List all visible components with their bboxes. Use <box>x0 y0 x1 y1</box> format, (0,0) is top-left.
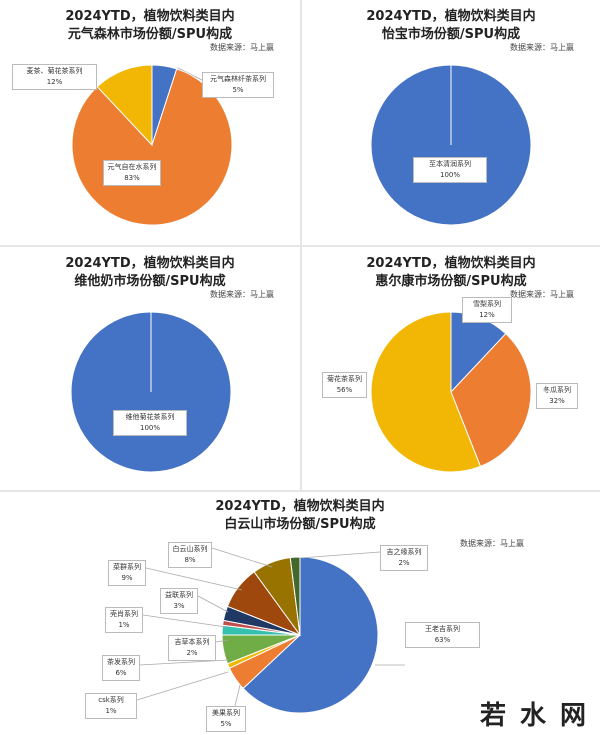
data-label-value: 63% <box>434 636 451 644</box>
chart-title-line: 元气森林市场份额/SPU构成 <box>67 27 233 42</box>
chart-title: 2024YTD，植物饮料类目内 元气森林市场份额/SPU构成 <box>0 8 300 44</box>
leader-line <box>299 551 381 559</box>
data-label-value: 100% <box>439 171 460 179</box>
leader-line <box>177 67 203 81</box>
data-label-value: 83% <box>124 174 140 182</box>
data-label-name: 至本清润系列 <box>429 160 471 168</box>
data-label: 雪梨系列 12% <box>462 297 512 323</box>
data-label-value: 9% <box>121 574 133 582</box>
chart-title-line: 2024YTD，植物饮料类目内 <box>65 9 235 24</box>
data-label-value: 2% <box>398 559 410 567</box>
chart-title-line: 2024YTD，植物饮料类目内 <box>215 499 385 514</box>
data-label-value: 6% <box>115 669 127 677</box>
data-label: 菜群系列 9% <box>108 560 146 586</box>
data-label-name: 元气自在水系列 <box>107 163 157 171</box>
data-label-name: 菊花茶系列 <box>327 375 362 383</box>
data-label-name: csk系列 <box>98 696 124 704</box>
data-label: 壳肖系列 1% <box>105 607 143 633</box>
source-note: 数据来源：马上赢 <box>210 290 274 299</box>
data-label: 冬瓜系列 32% <box>536 383 578 409</box>
data-label-value: 1% <box>118 621 130 629</box>
data-label: 至本清润系列 100% <box>413 157 487 183</box>
data-label-name: 雪梨系列 <box>473 300 501 308</box>
leader-line <box>136 671 229 701</box>
data-label: 美果系列 5% <box>206 706 246 732</box>
chart-title: 2024YTD，植物饮料类目内 怡宝市场份额/SPU构成 <box>302 8 600 44</box>
data-label-value: 100% <box>139 424 160 432</box>
leader-line <box>215 639 229 643</box>
data-label: 元气森林纤茶系列 5% <box>202 72 274 98</box>
data-label: 王老吉系列 63% <box>405 622 480 648</box>
chart-title-line: 白云山市场份额/SPU构成 <box>224 517 376 532</box>
pie-slice <box>289 556 301 636</box>
chart-title-line: 惠尔康市场份额/SPU构成 <box>375 274 527 289</box>
data-label-value: 3% <box>173 602 185 610</box>
data-label: 麦茶、菊花茶系列 12% <box>12 64 97 90</box>
leader-line <box>145 567 243 591</box>
data-label-name: 益联系列 <box>165 591 193 599</box>
data-label-value: 8% <box>184 556 196 564</box>
data-label-value: 32% <box>549 397 565 405</box>
data-label-name: 壳肖系列 <box>110 610 138 618</box>
pie-slice <box>242 556 379 714</box>
source-note: 数据来源：马上赢 <box>210 43 274 52</box>
data-label: 吉草本系列 2% <box>168 635 216 661</box>
data-label-name: 美果系列 <box>212 709 240 717</box>
chart-title: 2024YTD，植物饮料类目内 白云山市场份额/SPU构成 <box>0 498 600 534</box>
data-label-value: 5% <box>232 86 244 94</box>
data-label-name: 冬瓜系列 <box>543 386 571 394</box>
data-label-value: 1% <box>105 707 117 715</box>
data-label-name: 茶发系列 <box>107 658 135 666</box>
chart-title: 2024YTD，植物饮料类目内 维他奶市场份额/SPU构成 <box>0 255 300 291</box>
source-note: 数据来源：马上赢 <box>510 43 574 52</box>
data-label-name: 吉之缘系列 <box>386 548 422 556</box>
leader-line <box>197 595 229 613</box>
data-label-value: 12% <box>46 78 63 86</box>
data-label: 元气自在水系列 83% <box>103 160 161 186</box>
leader-line <box>234 684 241 707</box>
data-label-name: 白云山系列 <box>172 545 208 553</box>
data-label-value: 56% <box>336 386 353 394</box>
data-label: 菊花茶系列 56% <box>322 372 367 398</box>
data-label: csk系列 1% <box>85 693 137 719</box>
data-label-value: 12% <box>479 311 495 319</box>
pie-slice <box>96 64 153 147</box>
leader-line <box>211 547 273 568</box>
data-label: 维他菊花茶系列 100% <box>113 410 187 436</box>
data-label: 益联系列 3% <box>160 588 198 614</box>
chart-title-line: 2024YTD，植物饮料类目内 <box>366 9 536 24</box>
data-label-name: 元气森林纤茶系列 <box>210 75 266 83</box>
data-label-value: 2% <box>186 649 198 657</box>
data-label-name: 麦茶、菊花茶系列 <box>26 67 83 75</box>
data-label: 白云山系列 8% <box>168 542 212 568</box>
data-label-name: 王老吉系列 <box>425 625 460 633</box>
pie-slice <box>450 332 532 468</box>
source-note: 数据来源：马上赢 <box>510 290 574 299</box>
data-label-value: 5% <box>220 720 232 728</box>
chart-title-line: 维他奶市场份额/SPU构成 <box>74 274 226 289</box>
data-label: 茶发系列 6% <box>102 655 140 681</box>
chart-title-line: 2024YTD，植物饮料类目内 <box>65 256 235 271</box>
data-label-name: 菜群系列 <box>113 563 141 571</box>
data-label-name: 维他菊花茶系列 <box>125 413 175 421</box>
chart-title-line: 2024YTD，植物饮料类目内 <box>366 256 536 271</box>
pie-slice <box>370 311 482 473</box>
data-label: 吉之缘系列 2% <box>380 545 428 571</box>
chart-title-line: 怡宝市场份额/SPU构成 <box>381 27 521 42</box>
chart-title: 2024YTD，植物饮料类目内 惠尔康市场份额/SPU构成 <box>302 255 600 291</box>
leader-line <box>142 614 227 628</box>
source-note: 数据来源：马上赢 <box>460 539 524 548</box>
watermark: 若水网 <box>480 701 600 731</box>
data-label-name: 吉草本系列 <box>174 638 210 646</box>
